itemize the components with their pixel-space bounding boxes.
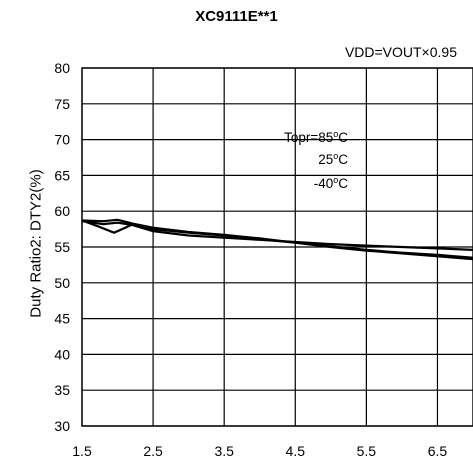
- test-condition: VDD=VOUT×0.95: [344, 44, 457, 60]
- y-tick-label: 35: [54, 382, 70, 398]
- temperature-label: Topr=85oC: [284, 129, 348, 145]
- y-tick-label: 30: [54, 418, 70, 434]
- x-tick-label: 3.5: [214, 443, 234, 459]
- y-tick-label: 60: [54, 203, 70, 219]
- series-lines: [81, 218, 473, 261]
- y-tick-label: 55: [54, 239, 70, 255]
- y-tick-label: 70: [54, 132, 70, 148]
- x-tick-label: 5.5: [357, 443, 377, 459]
- x-tick-labels: 1.5 2.5 3.5 4.5 5.5 6.5: [72, 443, 447, 459]
- temperature-label: -40oC: [314, 175, 349, 191]
- y-tick-label: 45: [54, 311, 70, 327]
- temperature-annotations: Topr=85oC 25oC -40oC: [284, 129, 348, 191]
- series-line-s85: [81, 219, 473, 251]
- y-tick-label: 50: [54, 275, 70, 291]
- series-line-sm40: [81, 218, 473, 261]
- x-tick-label: 2.5: [143, 443, 163, 459]
- temperature-label: 25oC: [318, 151, 348, 167]
- x-tick-label: 6.5: [428, 443, 448, 459]
- y-tick-label: 65: [54, 167, 70, 183]
- chart-title: XC9111E**1: [195, 8, 278, 25]
- y-tick-label: 75: [54, 96, 70, 112]
- x-tick-label: 4.5: [286, 443, 306, 459]
- plot-frame: [81, 67, 473, 427]
- y-tick-label: 40: [54, 346, 70, 362]
- x-tick-label: 1.5: [72, 443, 92, 459]
- plot-area: [81, 67, 473, 427]
- y-tick-labels: 80 75 70 65 60 55 50 45 40 35 30: [54, 60, 70, 434]
- y-tick-label: 80: [54, 60, 70, 76]
